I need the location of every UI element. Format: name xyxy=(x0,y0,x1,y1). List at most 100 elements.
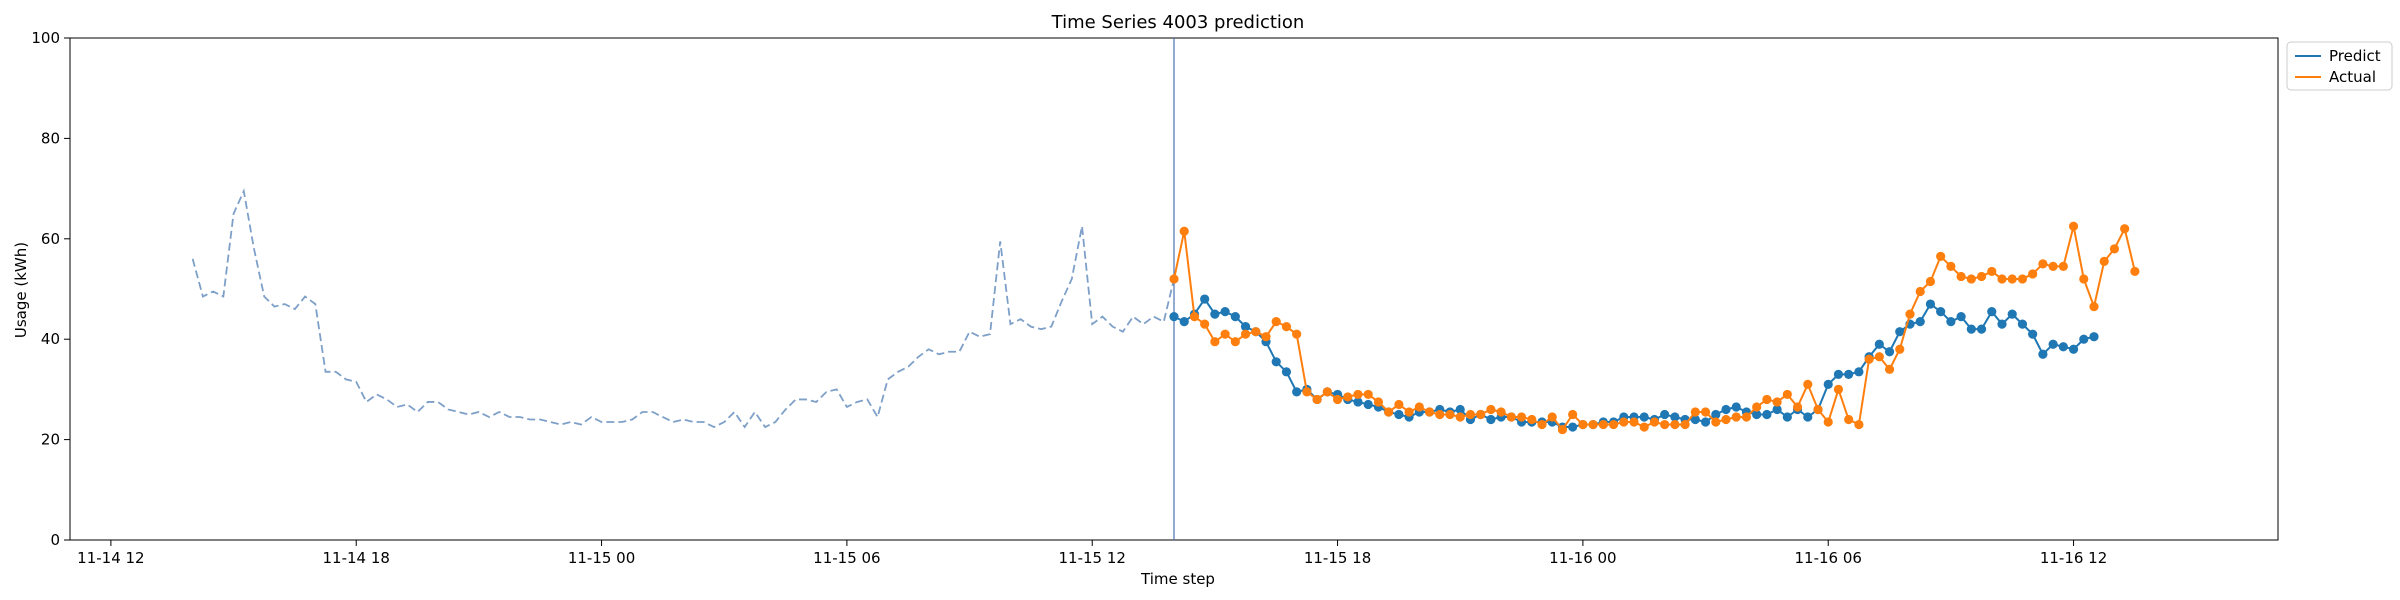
predict-point xyxy=(1721,404,1731,415)
actual-point xyxy=(1394,399,1404,410)
predict-point xyxy=(1874,339,1884,349)
actual-point xyxy=(1844,414,1854,425)
actual-point xyxy=(1711,417,1721,427)
predict-point xyxy=(2068,344,2079,354)
actual-point xyxy=(1322,387,1332,397)
chart-title: Time Series 4003 prediction xyxy=(1051,12,1305,33)
actual-point xyxy=(1864,354,1874,364)
actual-point xyxy=(1271,317,1281,327)
predict-point xyxy=(2017,319,2028,329)
x-tick-label: 11-16 06 xyxy=(1794,549,1861,567)
actual-point xyxy=(1281,322,1292,332)
actual-point xyxy=(1956,271,1966,282)
actual-point xyxy=(1496,407,1506,417)
actual-point xyxy=(1486,404,1496,415)
legend: Predict Actual xyxy=(2286,41,2393,91)
actual-point xyxy=(1210,337,1220,347)
actual-point xyxy=(2079,274,2089,284)
predict-point xyxy=(1660,409,1670,420)
actual-point xyxy=(1905,309,1915,319)
predict-point xyxy=(1966,324,1976,334)
actual-point xyxy=(1557,424,1568,435)
actual-point xyxy=(2007,274,2017,284)
predict-point xyxy=(1670,412,1680,422)
predict-point xyxy=(1394,409,1404,420)
actual-point xyxy=(1373,397,1384,407)
actual-point xyxy=(1946,261,1956,272)
predict-point xyxy=(1884,347,1895,357)
y-tick-label: 0 xyxy=(50,531,60,549)
x-tick-label: 11-15 06 xyxy=(813,549,880,567)
actual-point xyxy=(1813,404,1823,415)
actual-point xyxy=(1700,407,1711,417)
predict-point xyxy=(1271,357,1281,367)
predict-point xyxy=(1987,306,1997,317)
actual-point xyxy=(1435,409,1445,420)
predict-point xyxy=(1915,317,1925,327)
actual-point xyxy=(1588,419,1598,430)
actual-point xyxy=(1568,409,1578,420)
predict-line xyxy=(1173,297,2095,429)
predict-point xyxy=(1803,412,1813,422)
actual-point xyxy=(1619,417,1629,427)
actual-point xyxy=(2130,266,2140,277)
predict-point xyxy=(1240,322,1251,332)
actual-point xyxy=(1547,412,1557,422)
actual-point xyxy=(1997,274,2007,284)
x-tick-label: 11-16 00 xyxy=(1549,549,1616,567)
predict-point xyxy=(1936,306,1946,317)
x-tick-label: 11-14 18 xyxy=(322,549,389,567)
actual-point xyxy=(1649,417,1660,427)
legend-label-actual: Actual xyxy=(2329,68,2376,86)
actual-point xyxy=(1925,276,1936,287)
actual-point xyxy=(2048,261,2058,272)
predict-point xyxy=(1169,312,1179,322)
predict-point xyxy=(2079,334,2089,344)
actual-point xyxy=(1772,397,1782,407)
actual-point xyxy=(1445,409,1455,420)
actual-point xyxy=(1230,337,1240,347)
predict-point xyxy=(1752,409,1762,420)
predict-point xyxy=(1690,414,1700,425)
actual-point xyxy=(2109,244,2120,254)
predict-point xyxy=(1200,294,1210,304)
predict-point xyxy=(1568,422,1578,432)
actual-point xyxy=(1302,387,1312,397)
predict-point xyxy=(2028,329,2038,339)
actual-point xyxy=(1251,327,1261,337)
y-tick-label: 80 xyxy=(41,129,60,147)
actual-point xyxy=(1915,286,1925,297)
actual-point xyxy=(1363,389,1373,400)
actual-point xyxy=(1169,274,1179,284)
predict-point xyxy=(2058,342,2068,352)
predict-point xyxy=(1353,397,1363,407)
actual-point xyxy=(1762,394,1772,405)
actual-point xyxy=(1670,419,1680,430)
predict-point xyxy=(1956,312,1966,322)
actual-point xyxy=(2099,256,2109,266)
predict-point xyxy=(1895,327,1905,337)
x-tick-label: 11-15 12 xyxy=(1058,549,1125,567)
actual-point xyxy=(2038,259,2048,269)
legend-label-predict: Predict xyxy=(2329,47,2381,65)
actual-point xyxy=(1792,402,1803,412)
actual-point xyxy=(1976,271,1987,282)
predict-point xyxy=(1731,402,1741,412)
predict-point xyxy=(1946,317,1956,327)
predict-point xyxy=(1833,369,1844,379)
actual-point xyxy=(1721,414,1731,425)
predict-point xyxy=(2048,339,2058,349)
actual-point xyxy=(1608,419,1619,430)
actual-point xyxy=(1680,419,1690,430)
predict-point xyxy=(1210,309,1220,319)
actual-point xyxy=(2120,224,2130,234)
x-tick-label: 11-15 00 xyxy=(568,549,635,567)
predict-point xyxy=(1976,324,1987,334)
actual-point xyxy=(1414,402,1424,412)
actual-point xyxy=(1404,407,1414,417)
actual-point xyxy=(1823,417,1833,427)
actual-point xyxy=(1189,312,1200,322)
actual-point xyxy=(1179,226,1189,236)
predict-point xyxy=(1844,369,1854,379)
predict-point xyxy=(2038,349,2048,359)
